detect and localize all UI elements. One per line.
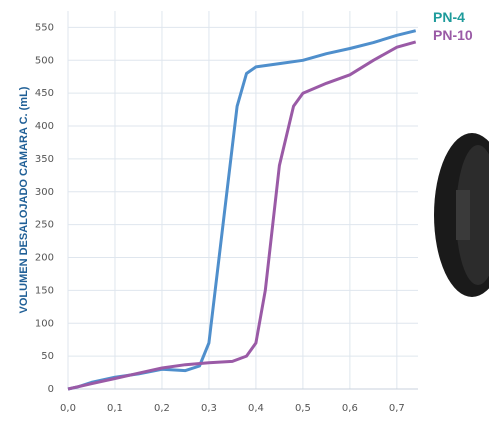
legend-label: PN-4 xyxy=(433,9,465,25)
legend-label: PN-10 xyxy=(433,27,473,43)
x-tick-label: 0,4 xyxy=(248,403,264,414)
y-tick-label: 300 xyxy=(35,187,54,198)
x-tick-label: 0,0 xyxy=(60,403,76,414)
x-tick-label: 0,6 xyxy=(342,403,358,414)
y-tick-label: 0 xyxy=(48,384,54,395)
x-tick-label: 0,1 xyxy=(107,403,123,414)
y-tick-label: 400 xyxy=(35,121,54,132)
y-axis-label: VOLUMEN DESALOJADO CAMARA C. (mL) xyxy=(18,86,30,313)
y-tick-label: 100 xyxy=(35,318,54,329)
x-tick-label: 0,3 xyxy=(201,403,217,414)
x-tick-label: 0,7 xyxy=(389,403,405,414)
y-tick-label: 500 xyxy=(35,55,54,66)
product-photo xyxy=(434,133,489,297)
y-tick-label: 550 xyxy=(35,22,54,33)
x-tick-label: 0,5 xyxy=(295,403,311,414)
data-line xyxy=(67,29,417,391)
y-tick-label: 450 xyxy=(35,88,54,99)
data-line xyxy=(67,40,417,391)
y-tick-label: 150 xyxy=(35,285,54,296)
y-tick-label: 50 xyxy=(41,351,54,362)
y-tick-label: 350 xyxy=(35,154,54,165)
y-tick-label: 200 xyxy=(35,253,54,264)
y-tick-label: 250 xyxy=(35,220,54,231)
x-tick-label: 0,2 xyxy=(154,403,170,414)
